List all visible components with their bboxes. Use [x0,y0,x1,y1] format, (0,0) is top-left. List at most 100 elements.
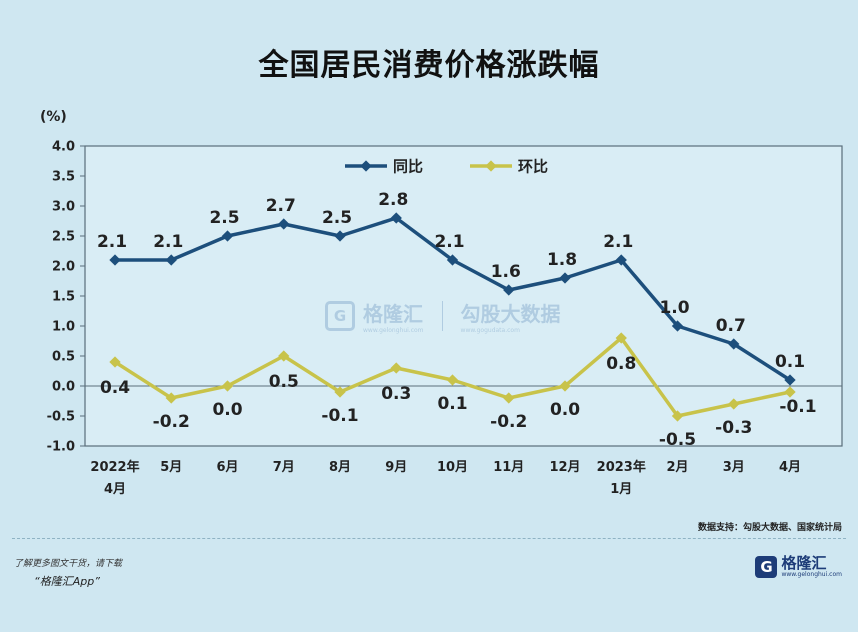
x-tick-label-line: 3月 [723,460,745,475]
data-label-yoy: 0.7 [716,316,746,336]
data-label-mom: -0.3 [715,418,752,438]
legend-yoy-marker [360,160,372,172]
data-point-yoy [446,254,459,266]
data-label-yoy: 2.1 [603,232,633,252]
x-tick-label-line: 8月 [329,460,351,475]
data-point-yoy [615,254,627,266]
data-source: 数据支持：勾股大数据、国家统计局 [697,523,842,533]
y-tick-label: 3.0 [52,200,75,215]
x-tick-label: 11月 [493,460,524,475]
brand-url: www.gelonghui.com [781,571,842,578]
data-label-yoy: 1.8 [547,250,577,270]
brand-logo[interactable]: G 格隆汇 www.gelonghui.com [755,556,842,578]
y-tick-label: -0.5 [47,410,75,425]
data-label-yoy: 2.1 [97,232,127,252]
data-label-mom: 0.0 [550,400,580,420]
data-label-yoy: 1.6 [491,262,521,282]
data-label-yoy: 2.1 [434,232,464,252]
footer-divider [12,538,846,539]
y-tick-label: 1.5 [52,290,75,305]
promo-line-1: 了解更多图文干货，请下载 [14,559,123,569]
data-label-yoy: 2.5 [209,208,239,228]
x-tick-label-line: 12月 [549,460,580,475]
data-label-mom: 0.4 [100,378,130,398]
x-tick-label-line: 11月 [493,460,524,475]
data-label-mom: 0.3 [381,384,411,404]
data-point-yoy [390,212,402,224]
x-tick-label-line: 9月 [385,460,407,475]
x-tick-label-line: 4月 [104,482,126,497]
data-point-yoy [671,320,684,332]
legend-mom-label: 环比 [518,158,548,176]
x-tick-label: 3月 [723,460,745,475]
legend-yoy-label: 同比 [393,158,423,176]
data-point-mom [165,392,177,404]
x-tick-label: 2022年 4月 [90,459,139,497]
data-point-yoy [221,230,234,242]
y-tick-label: 2.0 [52,260,75,275]
data-point-mom [334,386,346,398]
data-label-mom: 0.1 [437,394,467,414]
y-tick-label: 0.0 [52,380,75,395]
data-label-mom: 0.8 [606,354,636,374]
brand-name: 格隆汇 [781,554,827,572]
data-point-mom [503,392,515,404]
data-label-yoy: 2.8 [378,190,408,210]
x-tick-label: 7月 [273,460,295,475]
data-point-mom [784,386,796,398]
data-point-yoy [559,272,571,284]
x-tick-label-line: 5月 [160,460,182,475]
legend-mom-marker [485,160,497,172]
data-point-mom [221,380,234,392]
data-label-yoy: 2.7 [266,196,296,216]
x-tick-label: 2月 [666,460,688,475]
x-tick-label-line: 2023年 [597,459,646,475]
data-label-yoy: 0.1 [775,352,805,372]
data-point-mom [559,380,571,392]
data-point-mom [278,350,290,362]
x-tick-label: 10月 [437,460,468,475]
y-tick-label: 4.0 [52,140,75,155]
data-point-mom [671,410,684,422]
data-point-mom [446,374,459,386]
x-tick-label-line: 10月 [437,460,468,475]
x-tick-label-line: 1月 [610,482,632,497]
data-label-mom: 0.0 [212,400,242,420]
data-point-yoy [278,218,290,230]
data-point-mom [615,332,627,344]
y-tick-label: 0.5 [52,350,75,365]
data-label-mom: -0.1 [779,397,816,417]
x-tick-label: 6月 [216,460,238,475]
brand-logo-icon: G [755,556,778,578]
x-tick-label-line: 2月 [666,460,688,475]
data-label-mom: -0.2 [490,412,527,432]
data-point-yoy [728,338,740,350]
data-label-yoy: 2.5 [322,208,352,228]
y-tick-label: 1.0 [52,320,75,335]
data-label-mom: -0.5 [659,430,696,450]
data-point-mom [728,398,740,410]
data-label-mom: -0.2 [153,412,190,432]
data-point-yoy [784,374,796,386]
data-point-mom [390,362,402,374]
x-tick-label: 9月 [385,460,407,475]
data-point-yoy [334,230,346,242]
data-label-mom: -0.1 [321,406,358,426]
x-tick-label: 5月 [160,460,182,475]
data-point-yoy [165,254,177,266]
data-point-yoy [503,284,515,296]
y-tick-label: 3.5 [52,170,75,185]
x-tick-label-line: 4月 [779,460,801,475]
y-tick-label: 2.5 [52,230,75,245]
x-tick-label: 8月 [329,460,351,475]
data-label-yoy: 1.0 [659,298,689,318]
promo-line-2[interactable]: “格隆汇App” [34,575,100,588]
data-label-yoy: 2.1 [153,232,183,252]
chart-title: 全国居民消费价格涨跌幅 [258,48,600,83]
x-tick-label-line: 7月 [273,460,295,475]
y-tick-label: -1.0 [47,440,75,455]
x-tick-label: 12月 [549,460,580,475]
x-tick-label-line: 2022年 [90,459,139,475]
data-label-mom: 0.5 [269,372,299,392]
